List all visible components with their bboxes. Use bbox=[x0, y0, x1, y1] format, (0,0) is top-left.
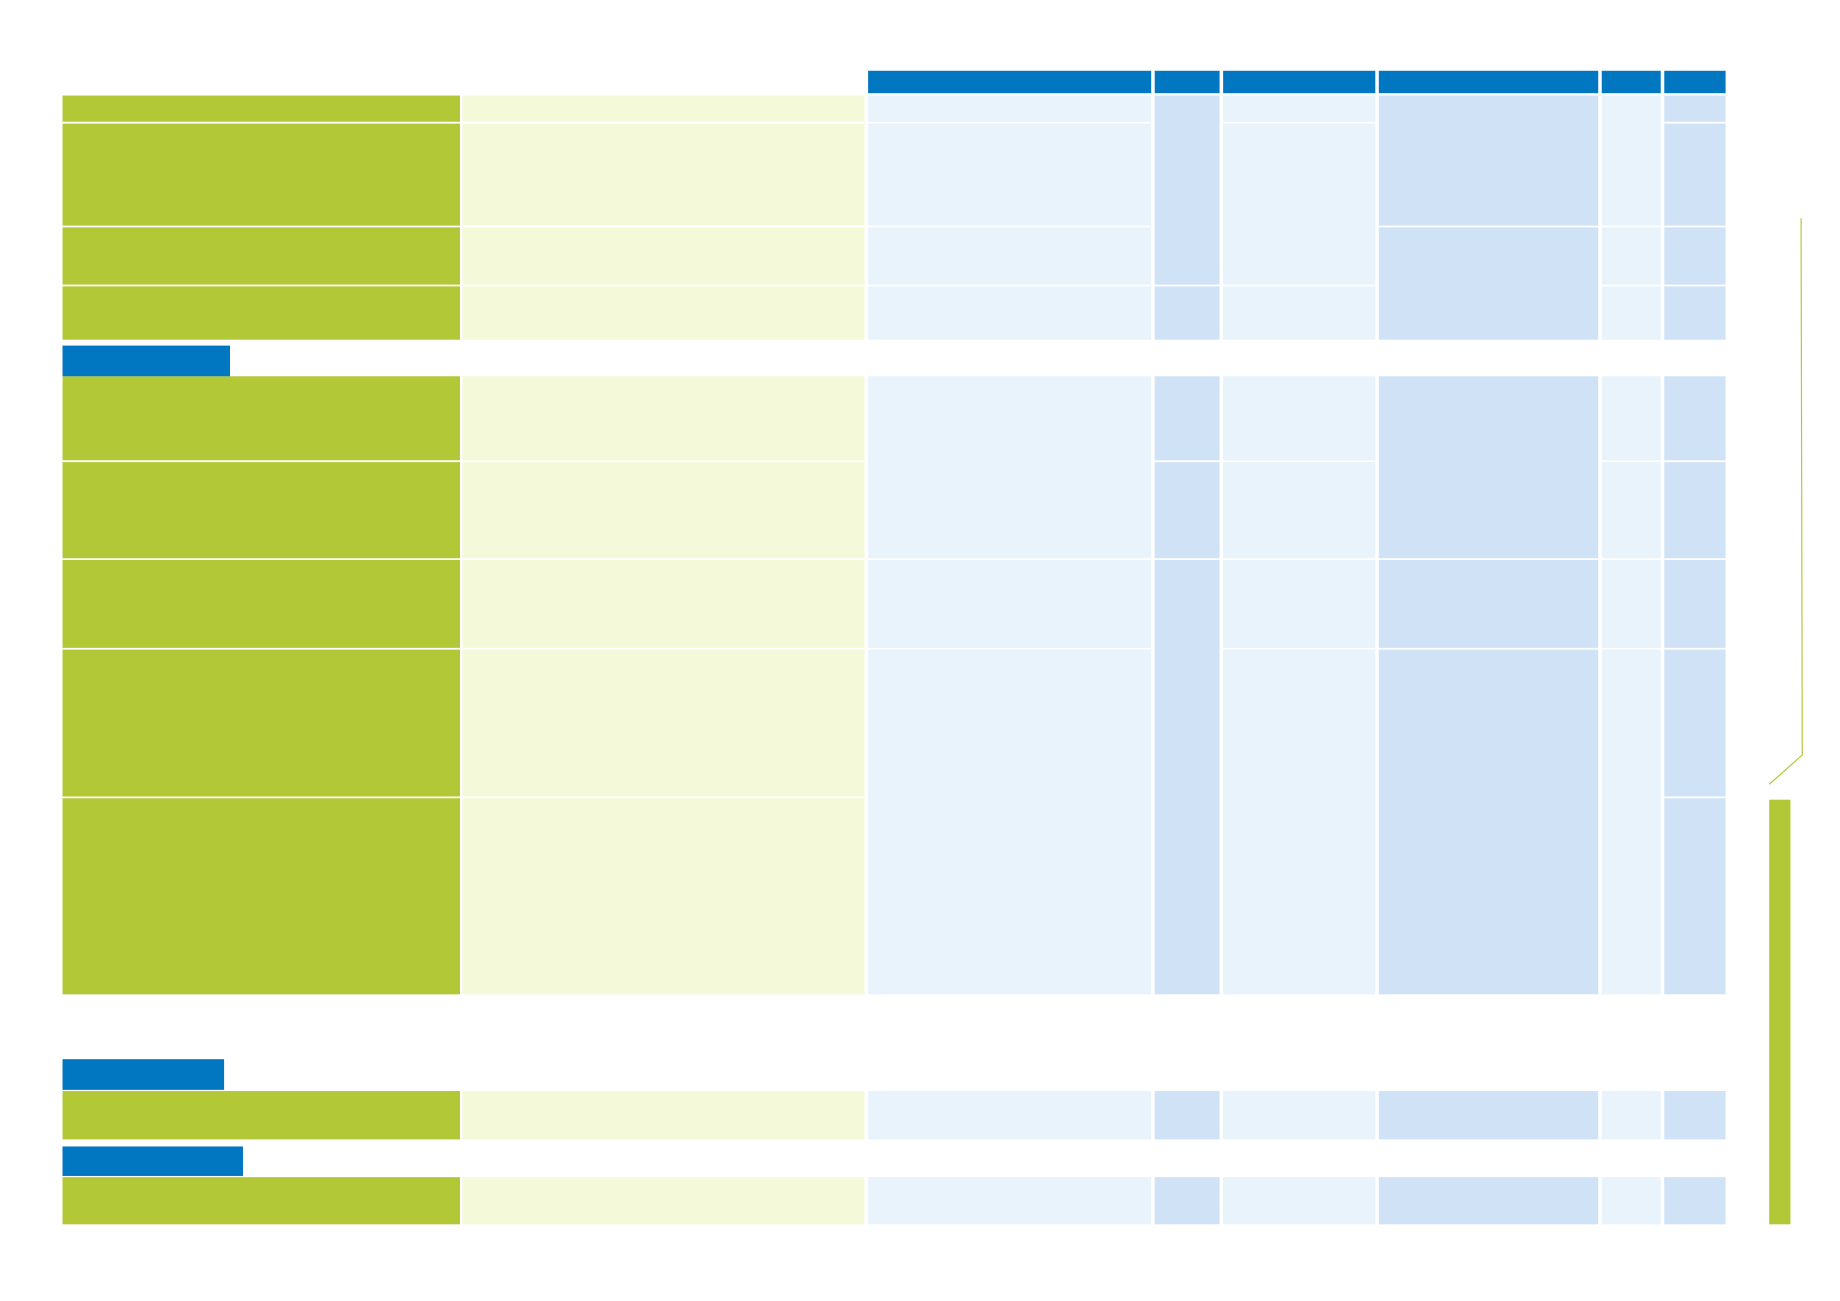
table-cell bbox=[1223, 376, 1376, 995]
table-cell bbox=[1378, 1091, 1599, 1140]
table-cell bbox=[1601, 1177, 1661, 1225]
table-cell bbox=[62, 1177, 461, 1225]
table-cell bbox=[1378, 95, 1599, 340]
table-cell bbox=[1223, 95, 1376, 340]
table-cell bbox=[1223, 1177, 1376, 1225]
table-cell bbox=[868, 1091, 1152, 1140]
table-cell bbox=[868, 376, 1152, 995]
table-cell bbox=[62, 95, 461, 340]
table-cell bbox=[1154, 1091, 1220, 1140]
table-cell bbox=[868, 1177, 1152, 1225]
table-cell bbox=[462, 95, 865, 340]
header-cell bbox=[1154, 70, 1220, 94]
table-cell bbox=[462, 376, 865, 995]
bracket-line bbox=[1768, 218, 1803, 785]
table-cell bbox=[462, 1091, 865, 1140]
header-cell bbox=[1223, 70, 1376, 94]
table-cell bbox=[462, 1177, 865, 1225]
section-tab bbox=[62, 1146, 243, 1176]
side-bar bbox=[1769, 799, 1791, 1225]
section-tab bbox=[62, 345, 231, 377]
header-cell bbox=[1664, 70, 1726, 94]
table-cell bbox=[1154, 95, 1220, 340]
table-cell bbox=[1378, 376, 1599, 995]
table-cell bbox=[868, 95, 1152, 340]
header-cell bbox=[868, 70, 1152, 94]
header-cell bbox=[1601, 70, 1661, 94]
table-cell bbox=[62, 1091, 461, 1140]
table-cell bbox=[1601, 95, 1661, 340]
table-cell bbox=[1664, 1177, 1726, 1225]
table-cell bbox=[62, 376, 461, 995]
table-cell bbox=[1664, 376, 1726, 995]
table-cell bbox=[1378, 1177, 1599, 1225]
table-cell bbox=[1664, 95, 1726, 340]
table-cell bbox=[1223, 1091, 1376, 1140]
table-cell bbox=[1601, 376, 1661, 995]
section-tab bbox=[62, 1059, 225, 1090]
header-cell bbox=[1378, 70, 1599, 94]
table-cell bbox=[1601, 1091, 1661, 1140]
table-cell bbox=[1154, 1177, 1220, 1225]
table-cell bbox=[1664, 1091, 1726, 1140]
table-cell bbox=[1154, 376, 1220, 995]
